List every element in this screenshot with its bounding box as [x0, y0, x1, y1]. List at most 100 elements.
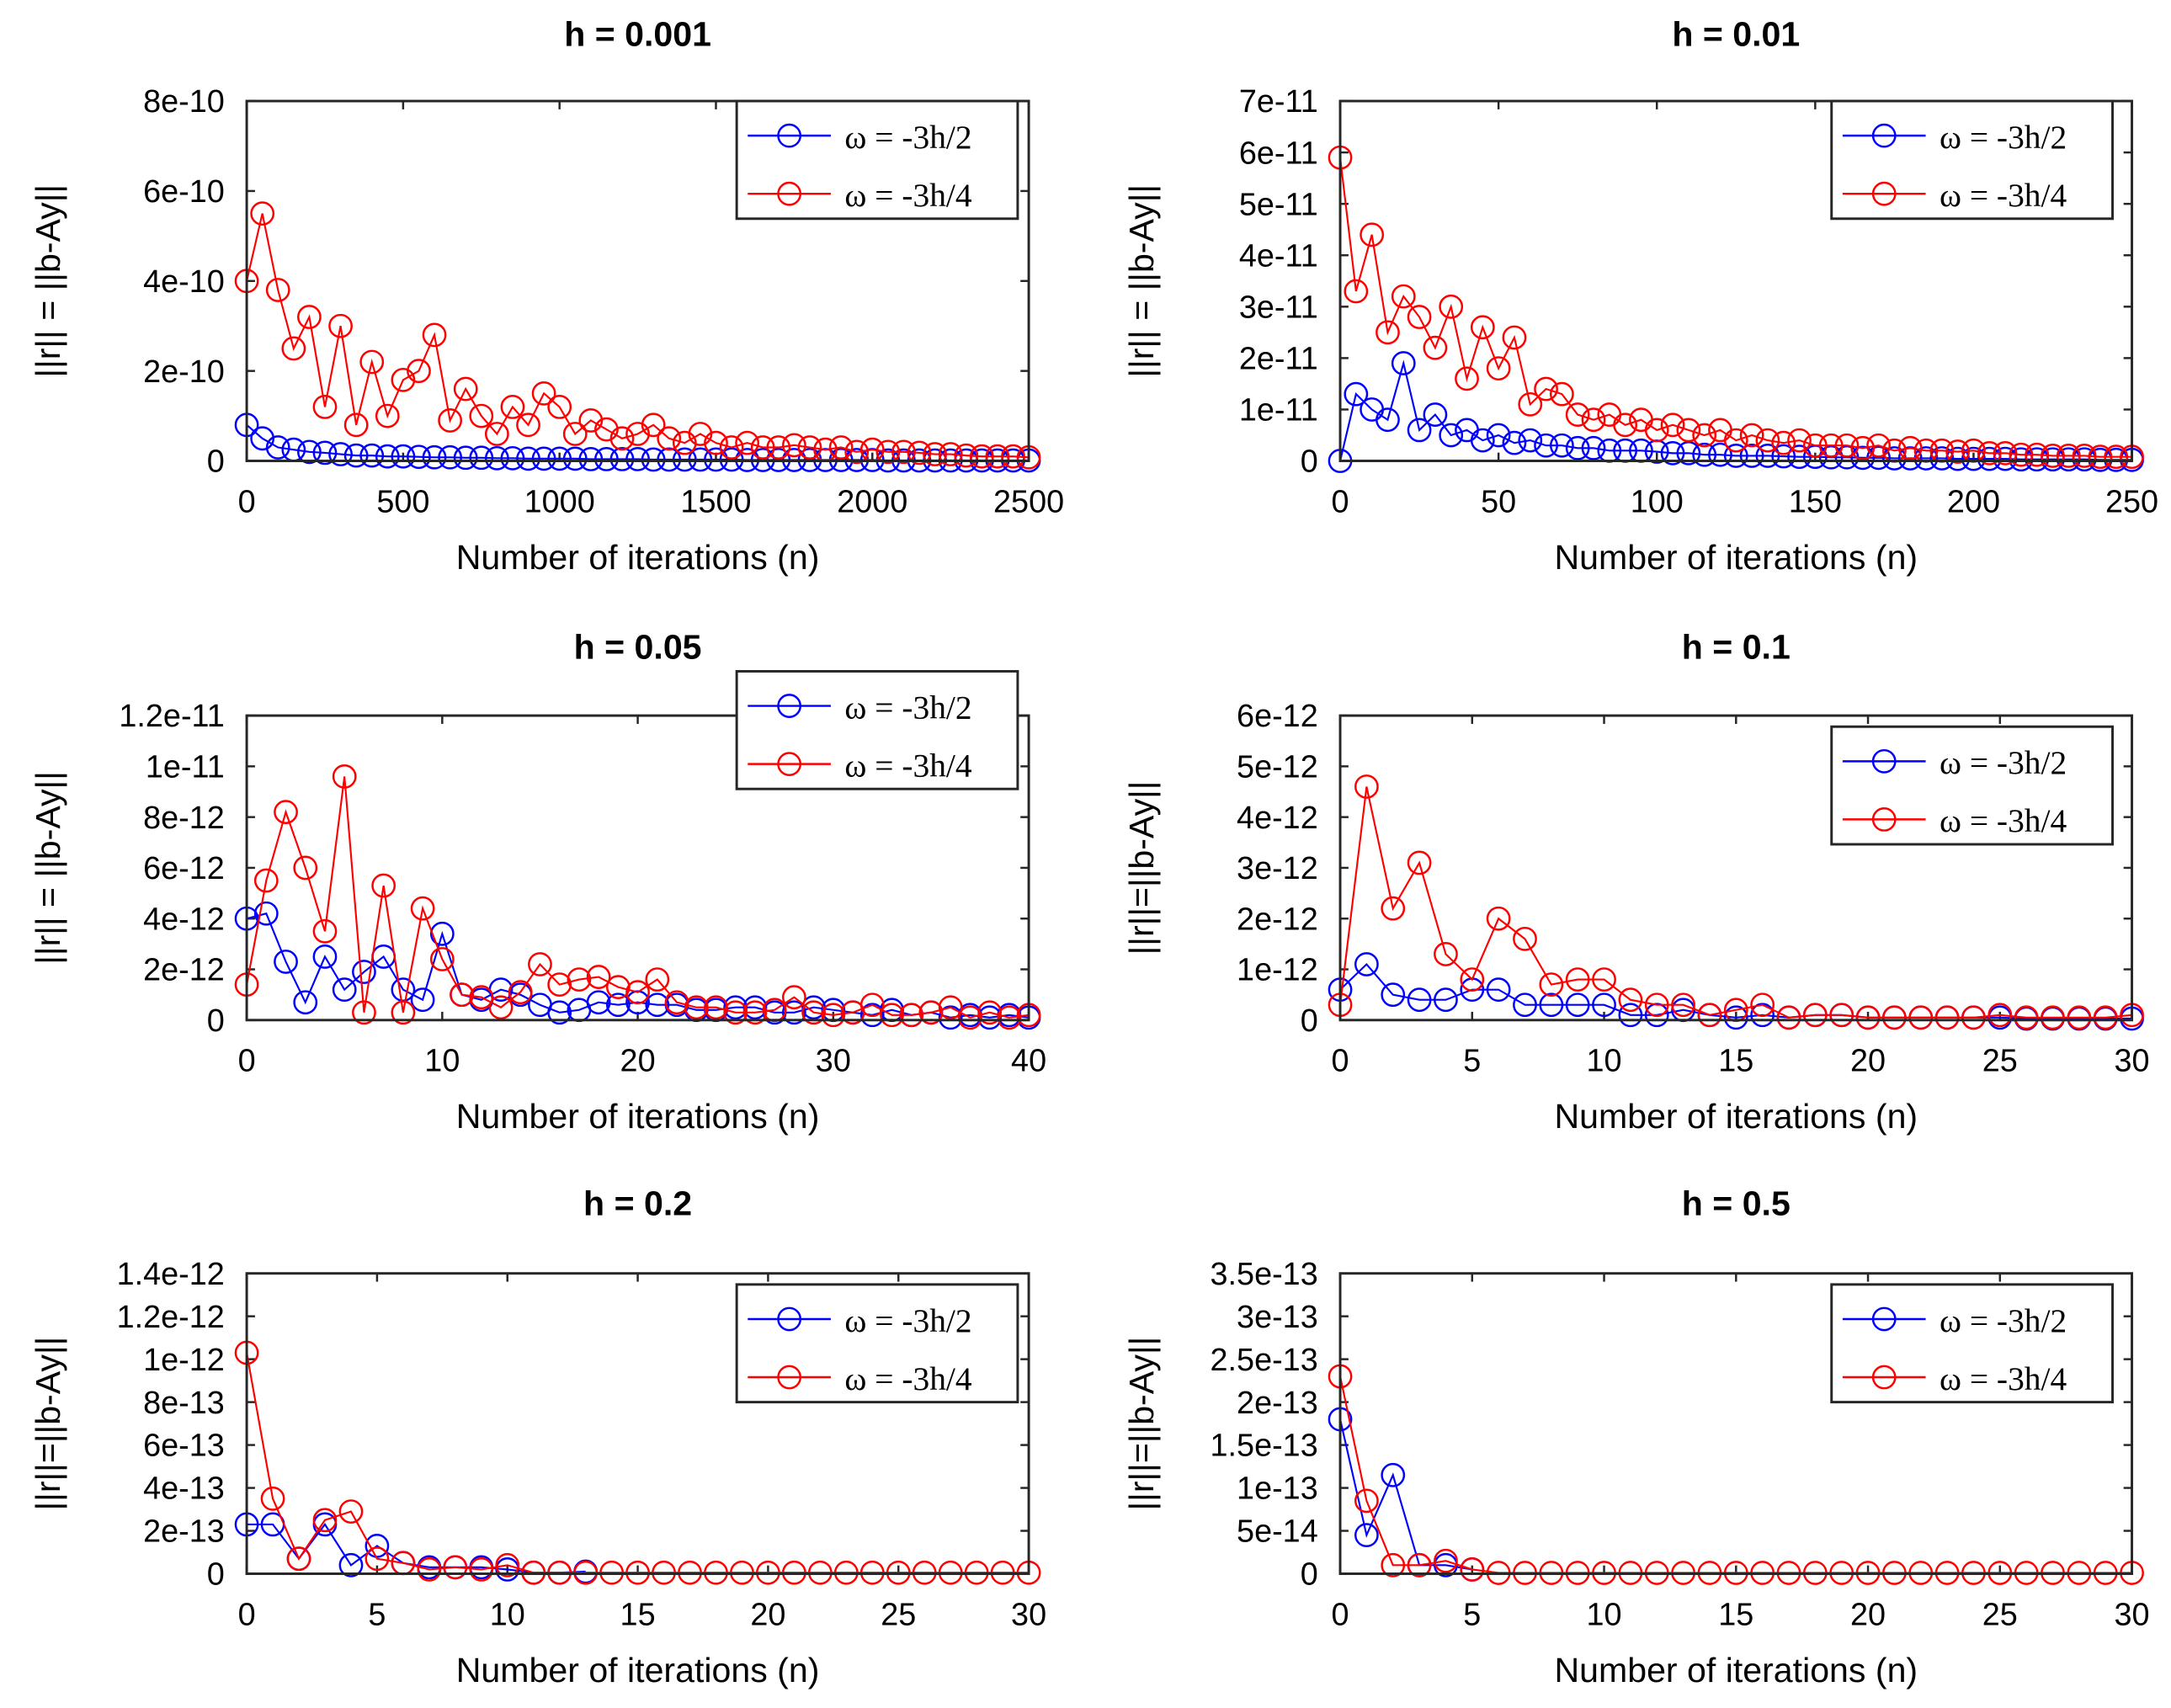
x-tick-label: 10 [1587, 1597, 1622, 1632]
x-tick-label: 40 [1011, 1044, 1046, 1079]
data-point [723, 995, 748, 1020]
y-tick-label: 8e-13 [143, 1386, 225, 1421]
legend: ω = -3h/2 ω = -3h/4 [735, 99, 1019, 221]
data-point [1381, 1462, 1406, 1487]
legend-box [735, 1283, 1019, 1404]
y-axis-label: ||r||=||b-Ay|| [1122, 781, 1161, 955]
data-point [1750, 1003, 1775, 1028]
series-line [246, 213, 1030, 459]
y-tick-label: 2e-10 [143, 354, 225, 390]
data-point [352, 960, 376, 984]
data-point [1945, 446, 1971, 471]
data-point [1518, 428, 1543, 453]
data-point [2041, 1005, 2065, 1030]
data-point [907, 440, 932, 466]
y-tick-label: 2e-12 [1237, 902, 1318, 937]
data-point [719, 435, 744, 460]
data-point [312, 944, 338, 969]
data-point [2014, 1005, 2039, 1030]
data-point [704, 447, 728, 472]
x-tick-label: 100 [1631, 484, 1684, 519]
y-tick-label: 5e-14 [1237, 1514, 1318, 1550]
data-point [1834, 433, 1860, 458]
data-point [781, 1000, 806, 1025]
y-tick-label: 3e-13 [1237, 1300, 1318, 1335]
data-point [609, 447, 635, 471]
data-point [1618, 1003, 1643, 1028]
series-1 [1328, 774, 2144, 1030]
data-point [1934, 1005, 1960, 1030]
data-point [1977, 440, 2002, 466]
panel-5: h = 0.5 0 5 10 15 20 25 30 0 5e-14 1e-13 1.5e-13 2e-… [1122, 1184, 2150, 1689]
data-point [723, 1000, 748, 1025]
x-tick-label: 15 [1718, 1044, 1753, 1079]
data-point [422, 444, 447, 470]
data-point [407, 359, 431, 384]
data-point [1391, 284, 1416, 309]
x-tick-label: 20 [1850, 1597, 1886, 1632]
series-line [1338, 1375, 2132, 1574]
data-point [450, 982, 474, 1008]
data-point [516, 446, 540, 471]
series-line [1338, 786, 2132, 1019]
data-point [1592, 992, 1616, 1018]
y-tick-label: 0 [207, 444, 225, 480]
chart-title: h = 0.5 [1682, 1184, 1791, 1223]
data-point [2104, 444, 2129, 470]
data-point [253, 901, 279, 926]
x-tick-label: 5 [1463, 1597, 1481, 1632]
data-point [954, 443, 979, 468]
axes-box [245, 99, 1030, 463]
data-point [438, 408, 463, 433]
data-point [1897, 435, 1923, 460]
data-point [1829, 1003, 1854, 1028]
legend-box [1830, 725, 2115, 846]
data-point [495, 1552, 520, 1578]
series-line [246, 776, 1030, 1019]
data-point [410, 896, 435, 921]
data-point [375, 444, 400, 469]
data-point [443, 1555, 468, 1580]
data-point [1692, 442, 1717, 467]
data-point [1502, 325, 1527, 350]
data-point [297, 439, 322, 465]
data-point [859, 992, 885, 1018]
data-point [1929, 446, 1955, 471]
panel-0: h = 0.001 0 500 1000 1500 2000 2500 0 2e-10 4e-10… [29, 14, 1064, 577]
data-point [429, 947, 455, 971]
data-point [274, 950, 298, 974]
data-point [1407, 987, 1432, 1013]
data-point [1739, 423, 1764, 448]
data-point [1502, 430, 1527, 455]
y-axis-label: ||r||=||b-Ay|| [1122, 1337, 1161, 1511]
data-point [586, 965, 611, 989]
legend-box [1830, 1283, 2115, 1404]
chart-title: h = 0.2 [583, 1184, 692, 1223]
data-point [938, 442, 963, 466]
data-point [1354, 1488, 1379, 1514]
y-tick-label: 2e-12 [143, 953, 225, 988]
data-point [1354, 774, 1379, 799]
x-tick-label: 500 [376, 484, 429, 519]
x-tick-label: 25 [881, 1597, 916, 1632]
y-tick-label: 0 [207, 1003, 225, 1039]
data-point [1486, 423, 1511, 448]
legend-entry: ω = -3h/2 [844, 689, 971, 726]
data-point [2067, 1005, 2092, 1030]
data-point [1513, 992, 1537, 1018]
data-point [1565, 967, 1590, 992]
legend-marker [1871, 181, 1897, 206]
y-tick-label: 1e-12 [143, 1343, 225, 1378]
data-point [253, 868, 279, 893]
data-point [958, 1005, 982, 1030]
data-point [375, 403, 400, 428]
data-point [1434, 942, 1458, 966]
chart-title: h = 0.1 [1682, 628, 1791, 667]
data-point [2088, 444, 2113, 470]
legend: ω = -3h/2 ω = -3h/4 [735, 1283, 1019, 1404]
data-point [750, 435, 775, 460]
y-tick-label: 5e-11 [1239, 187, 1318, 222]
x-tick-label: 20 [750, 1597, 785, 1632]
data-point [1439, 294, 1464, 319]
legend-box [735, 669, 1019, 790]
